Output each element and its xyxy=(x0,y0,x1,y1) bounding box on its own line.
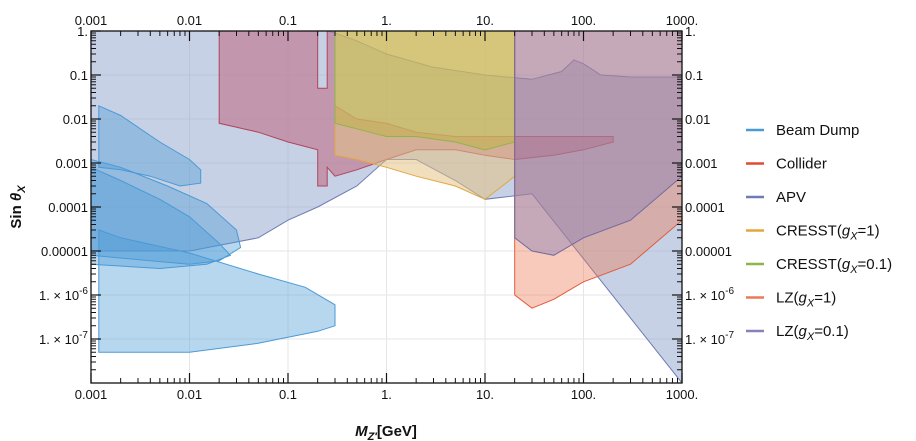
legend-label: CRESST(gX=0.1) xyxy=(776,256,892,276)
region-beam-dump xyxy=(91,158,242,265)
x-tick-label: 0.01 xyxy=(177,387,202,402)
y-tick-label-right: 1. × 10-7 xyxy=(685,330,734,347)
y-tick-label: 1. xyxy=(77,24,88,39)
y-tick-label: 1. × 10-6 xyxy=(39,286,88,303)
x-tick-label: 10. xyxy=(476,387,494,402)
x-tick-label: 1. xyxy=(381,387,392,402)
region-beam-dump xyxy=(98,229,336,353)
exclusion-regions xyxy=(91,31,682,383)
y-tick-label-right: 0.01 xyxy=(685,112,710,127)
x-axis-title: MZ'[GeV] xyxy=(355,423,417,441)
x-tick-label: 0.1 xyxy=(279,387,297,402)
y-tick-label: 0.1 xyxy=(70,68,88,83)
y-tick-label-right: 0.001 xyxy=(685,156,718,171)
region-lz-g-x-1 xyxy=(514,31,682,309)
legend-label: Collider xyxy=(776,156,827,173)
x-tick-label-top: 1. xyxy=(381,13,392,28)
axis-tick-labels: 0.001 0.001 0.01 0.01 0.1 0.1 1. 1. 10. 10. 100. 10… xyxy=(39,13,734,402)
legend-label: Beam Dump xyxy=(776,122,859,139)
axis-ticks xyxy=(90,30,683,383)
x-tick-label-top: 1000. xyxy=(666,13,699,28)
region-beam-dump xyxy=(98,105,202,187)
legend-label: CRESST(gX=1) xyxy=(776,223,880,243)
y-tick-label: 0.001 xyxy=(55,156,88,171)
region-beam-dump xyxy=(91,166,232,270)
y-tick-label-right: 1. xyxy=(685,24,696,39)
y-tick-label: 0.00001 xyxy=(41,244,88,259)
y-tick-label-right: 1. × 10-6 xyxy=(685,286,734,303)
x-tick-label-top: 0.01 xyxy=(177,13,202,28)
y-tick-label: 0.01 xyxy=(63,112,88,127)
x-tick-label-top: 100. xyxy=(571,13,596,28)
region-lz-g-x-0-1 xyxy=(514,31,682,256)
legend-label: APV xyxy=(776,189,806,206)
y-tick-label-right: 0.1 xyxy=(685,68,703,83)
y-axis-title: Sin θX xyxy=(8,185,28,229)
y-tick-label-right: 0.0001 xyxy=(685,200,725,215)
legend-label: LZ(gX=1) xyxy=(776,290,836,310)
x-tick-label: 100. xyxy=(571,387,596,402)
legend-label: LZ(gX=0.1) xyxy=(776,323,849,343)
x-tick-label-top: 0.1 xyxy=(279,13,297,28)
y-tick-label-right: 0.00001 xyxy=(685,244,732,259)
x-tick-label-top: 0.001 xyxy=(75,13,108,28)
y-tick-label: 1. × 10-7 xyxy=(39,330,88,347)
legend: Beam Dump Collider APV CRESST(gX=1) CRESST(g… xyxy=(746,122,892,343)
x-tick-label: 0.001 xyxy=(75,387,108,402)
y-tick-label: 0.0001 xyxy=(48,200,88,215)
x-tick-label: 1000. xyxy=(666,387,699,402)
x-tick-label-top: 10. xyxy=(476,13,494,28)
